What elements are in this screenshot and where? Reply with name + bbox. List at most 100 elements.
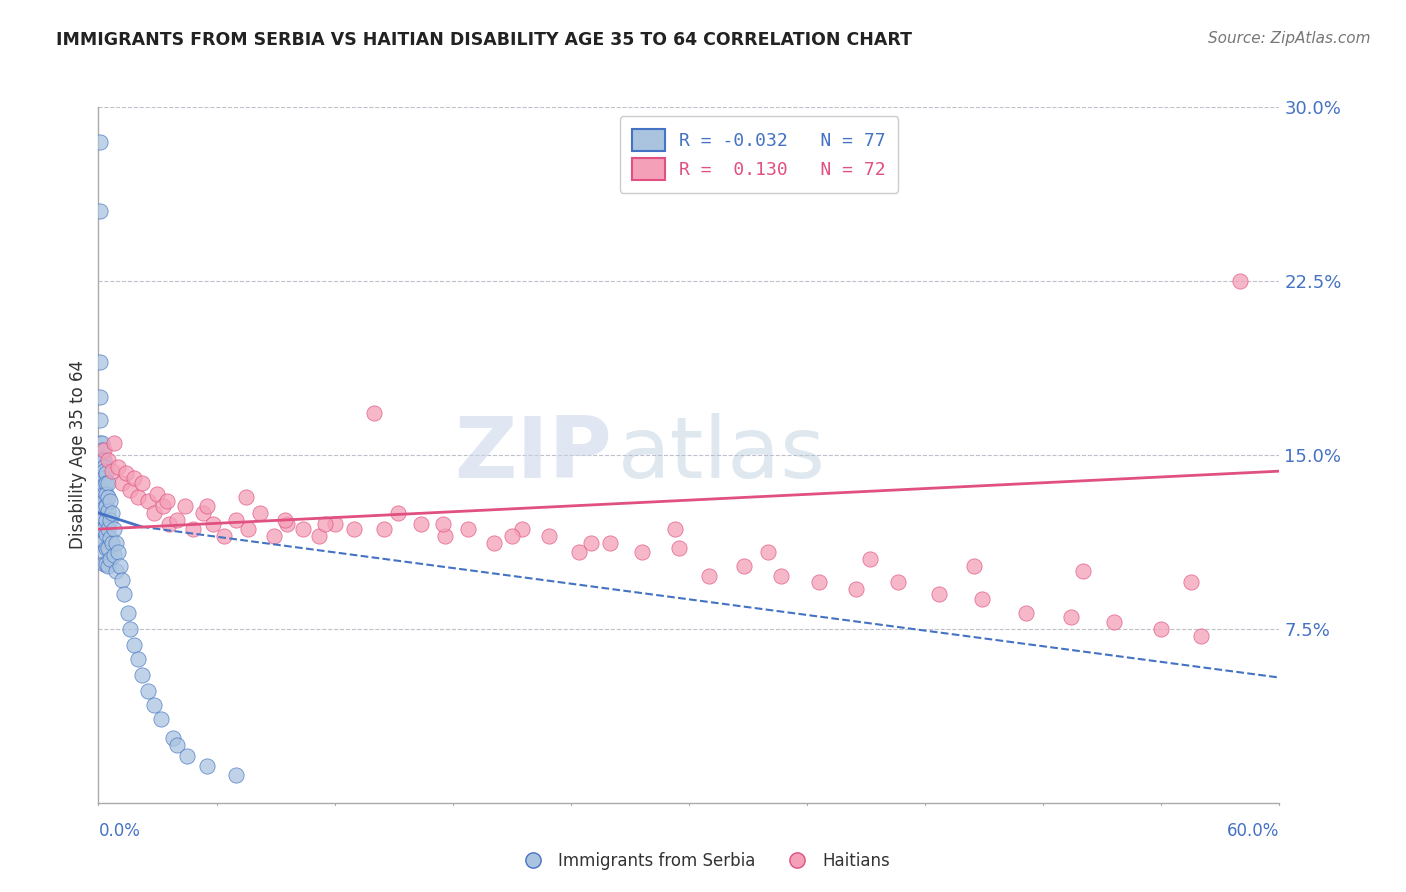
Point [93, 510, 115, 524]
Point [191, 506, 214, 520]
Point [93, 545, 115, 559]
Point [156, 494, 179, 508]
Point [97, 541, 120, 555]
Point [96, 526, 118, 541]
Point [107, 459, 129, 474]
Point [103, 522, 125, 536]
Point [195, 758, 218, 772]
Point [122, 471, 145, 485]
Point [668, 541, 690, 555]
Point [93, 522, 115, 536]
Point [98, 532, 121, 546]
Legend: R = -0.032   N = 77, R =  0.130   N = 72: R = -0.032 N = 77, R = 0.130 N = 72 [620, 116, 898, 193]
Point [146, 487, 169, 501]
Point [97, 452, 120, 467]
Point [105, 564, 128, 578]
Text: ZIP: ZIP [454, 413, 612, 497]
Point [1189, 629, 1212, 643]
Point [886, 575, 908, 590]
Text: 60.0%: 60.0% [1227, 822, 1279, 840]
Point [131, 475, 153, 490]
Point [845, 582, 868, 597]
Point [101, 536, 124, 550]
Point [807, 575, 830, 590]
Point [96, 487, 118, 501]
Point [501, 529, 523, 543]
Point [343, 522, 366, 536]
Point [510, 522, 533, 536]
Point [91, 459, 114, 474]
Point [91, 494, 114, 508]
Point [482, 536, 505, 550]
Point [292, 522, 315, 536]
Point [89, 494, 111, 508]
Point [733, 559, 755, 574]
Point [111, 573, 134, 587]
Point [1071, 564, 1094, 578]
Point [98, 494, 121, 508]
Point [963, 559, 986, 574]
Point [308, 529, 330, 543]
Point [89, 413, 111, 427]
Point [89, 436, 111, 450]
Point [89, 135, 111, 149]
Point [108, 559, 131, 574]
Point [127, 490, 149, 504]
Point [225, 768, 247, 782]
Point [89, 464, 111, 478]
Point [97, 522, 120, 536]
Point [1060, 610, 1083, 624]
Point [91, 443, 114, 458]
Point [89, 452, 111, 467]
Point [93, 471, 115, 485]
Point [96, 541, 118, 555]
Point [91, 510, 114, 524]
Text: IMMIGRANTS FROM SERBIA VS HAITIAN DISABILITY AGE 35 TO 64 CORRELATION CHART: IMMIGRANTS FROM SERBIA VS HAITIAN DISABI… [56, 31, 912, 49]
Point [373, 522, 395, 536]
Point [859, 552, 882, 566]
Point [97, 559, 120, 574]
Point [457, 522, 479, 536]
Point [195, 499, 218, 513]
Point [150, 712, 173, 726]
Point [1102, 615, 1125, 629]
Point [1014, 606, 1036, 620]
Point [411, 517, 433, 532]
Point [93, 501, 115, 516]
Point [599, 536, 621, 550]
Point [101, 464, 124, 478]
Point [93, 533, 115, 548]
Legend: Immigrants from Serbia, Haitians: Immigrants from Serbia, Haitians [509, 846, 897, 877]
Point [249, 506, 271, 520]
Point [152, 499, 174, 513]
Text: atlas: atlas [619, 413, 827, 497]
Point [103, 436, 125, 450]
Point [201, 517, 224, 532]
Point [111, 475, 134, 490]
Point [93, 557, 115, 571]
Point [97, 475, 120, 490]
Point [263, 529, 285, 543]
Point [96, 513, 118, 527]
Point [101, 506, 124, 520]
Point [91, 436, 114, 450]
Point [756, 545, 779, 559]
Point [363, 406, 385, 420]
Point [568, 545, 591, 559]
Point [433, 529, 456, 543]
Point [118, 622, 141, 636]
Point [136, 684, 159, 698]
Point [1180, 575, 1202, 590]
Point [136, 494, 159, 508]
Point [89, 355, 111, 369]
Point [96, 499, 118, 513]
Point [770, 568, 793, 582]
Point [96, 475, 118, 490]
Point [93, 478, 115, 492]
Point [432, 517, 454, 532]
Point [91, 483, 114, 497]
Point [112, 587, 135, 601]
Point [579, 536, 602, 550]
Point [274, 513, 297, 527]
Point [122, 638, 145, 652]
